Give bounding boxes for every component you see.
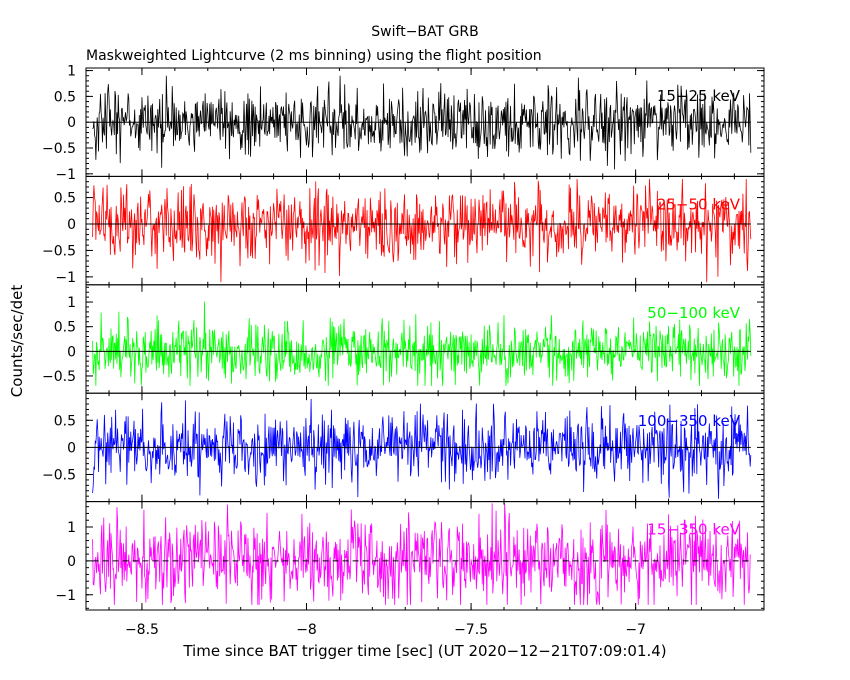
y-tick-label-2-0: −0.5 <box>42 369 76 385</box>
x-tick-label-1: −8 <box>296 622 317 638</box>
x-tick-label-2: −7.5 <box>454 622 488 638</box>
y-tick-label-3-1: 0 <box>67 440 76 456</box>
y-tick-label-1-2: 0 <box>67 217 76 233</box>
x-axis-label: Time since BAT trigger time [sec] (UT 20… <box>182 642 666 660</box>
y-tick-label-4-2: 1 <box>67 520 76 536</box>
y-tick-label-1-0: −1 <box>55 270 76 286</box>
y-tick-label-0-4: 1 <box>67 64 76 80</box>
y-tick-label-0-2: 0 <box>67 115 76 131</box>
chart-title: Swift−BAT GRB <box>371 24 478 40</box>
y-tick-label-3-2: 0.5 <box>54 413 76 429</box>
lightcurve-trace-2 <box>92 301 752 386</box>
band-label-4: 15−350 keV <box>647 521 740 539</box>
x-tick-label-0: −8.5 <box>125 622 159 638</box>
lightcurve-trace-3 <box>92 398 752 499</box>
x-tick-label-3: −7 <box>625 622 646 638</box>
panels-group: −1 −0.5 0 0.5 1 15−25 keV −1 −0.5 0 0.5 25−50 keV −… <box>42 64 765 638</box>
y-tick-label-2-1: 0 <box>67 344 76 360</box>
y-tick-label-2-3: 1 <box>67 295 76 311</box>
band-label-3: 100−350 keV <box>638 412 741 430</box>
lightcurve-trace-4 <box>92 503 751 605</box>
y-tick-label-1-1: −0.5 <box>42 243 76 259</box>
chart-subtitle: Maskweighted Lightcurve (2 ms binning) u… <box>86 48 542 64</box>
y-tick-label-4-0: −1 <box>55 588 76 604</box>
band-label-2: 50−100 keV <box>647 304 740 322</box>
panel-frame-4 <box>85 501 765 611</box>
band-label-0: 15−25 keV <box>657 87 741 105</box>
lightcurve-trace-1 <box>92 179 752 283</box>
band-label-1: 25−50 keV <box>657 195 741 213</box>
y-tick-label-2-2: 0.5 <box>54 320 76 336</box>
y-tick-label-1-3: 0.5 <box>54 191 76 207</box>
y-tick-label-0-1: −0.5 <box>42 141 76 157</box>
y-tick-label-4-1: 0 <box>67 554 76 570</box>
y-tick-label-3-0: −0.5 <box>42 468 76 484</box>
y-axis-label: Counts/sec/det <box>8 285 26 398</box>
lightcurve-trace-0 <box>92 75 752 170</box>
y-tick-label-0-3: 0.5 <box>54 89 76 105</box>
y-tick-label-0-0: −1 <box>55 167 76 183</box>
